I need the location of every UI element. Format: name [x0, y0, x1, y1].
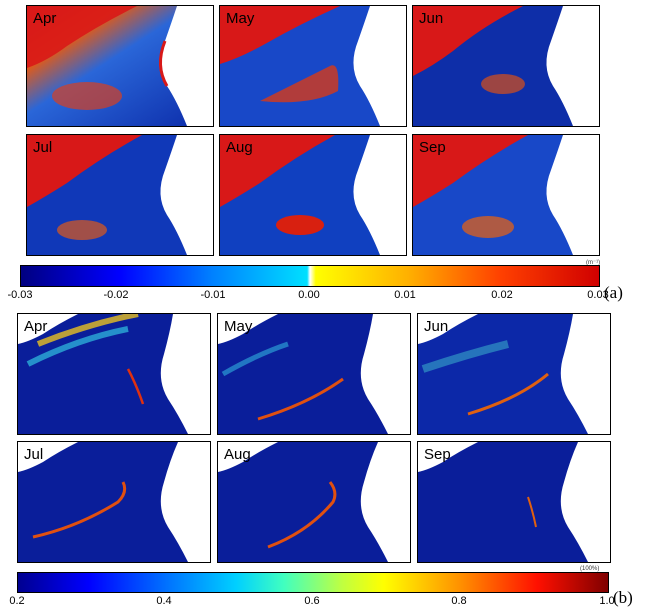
map-panel-a-jul: Jul: [26, 134, 214, 256]
month-label: Apr: [24, 318, 48, 335]
colorbar-b-tick: 0.2: [9, 595, 25, 607]
map-panel-b-sep: Sep: [417, 441, 611, 563]
colorbar-a-tick: -0.03: [7, 289, 33, 301]
month-label: Jul: [24, 446, 44, 463]
month-label: May: [224, 318, 253, 335]
figure-b-label: (b): [613, 588, 633, 607]
colorbar-b-tick: 0.6: [304, 595, 320, 607]
colorbar-b-tick: 1.0: [599, 595, 615, 607]
colorbar-b-unit: (100%): [580, 566, 600, 572]
colorbar-a-tick: 0.00: [298, 289, 320, 301]
colorbar-b-tick: 0.4: [156, 595, 172, 607]
colorbar-a: [20, 265, 600, 287]
month-label: Jun: [419, 10, 444, 27]
map-panel-a-jun: Jun: [412, 5, 600, 127]
month-label: Sep: [424, 446, 451, 463]
colorbar-a-tick: 0.02: [491, 289, 513, 301]
month-label: Apr: [33, 10, 57, 27]
map-panel-a-may: May: [219, 5, 407, 127]
month-label: Aug: [226, 139, 253, 156]
map-panel-a-sep: Sep: [412, 134, 600, 256]
colorbar-a-tick: -0.02: [103, 289, 129, 301]
month-label: Jul: [33, 139, 53, 156]
month-label: Sep: [419, 139, 446, 156]
map-panel-b-aug: Aug: [217, 441, 411, 563]
colorbar-a-tick: 0.01: [394, 289, 416, 301]
map-panel-b-may: May: [217, 313, 411, 435]
map-panel-a-aug: Aug: [219, 134, 407, 256]
map-panel-b-jun: Jun: [417, 313, 611, 435]
month-label: Aug: [224, 446, 251, 463]
figure-a-label: (a): [604, 283, 623, 302]
map-panel-b-apr: Apr: [17, 313, 211, 435]
map-panel-a-apr: Apr: [26, 5, 214, 127]
colorbar-a-unit: (m⁻¹): [586, 260, 601, 266]
colorbar-a-tick: 0.03: [587, 289, 609, 301]
colorbar-b-tick: 0.8: [451, 595, 467, 607]
map-panel-b-jul: Jul: [17, 441, 211, 563]
colorbar-b: [17, 572, 609, 593]
colorbar-a-tick: -0.01: [200, 289, 226, 301]
month-label: May: [226, 10, 255, 27]
month-label: Jun: [424, 318, 449, 335]
